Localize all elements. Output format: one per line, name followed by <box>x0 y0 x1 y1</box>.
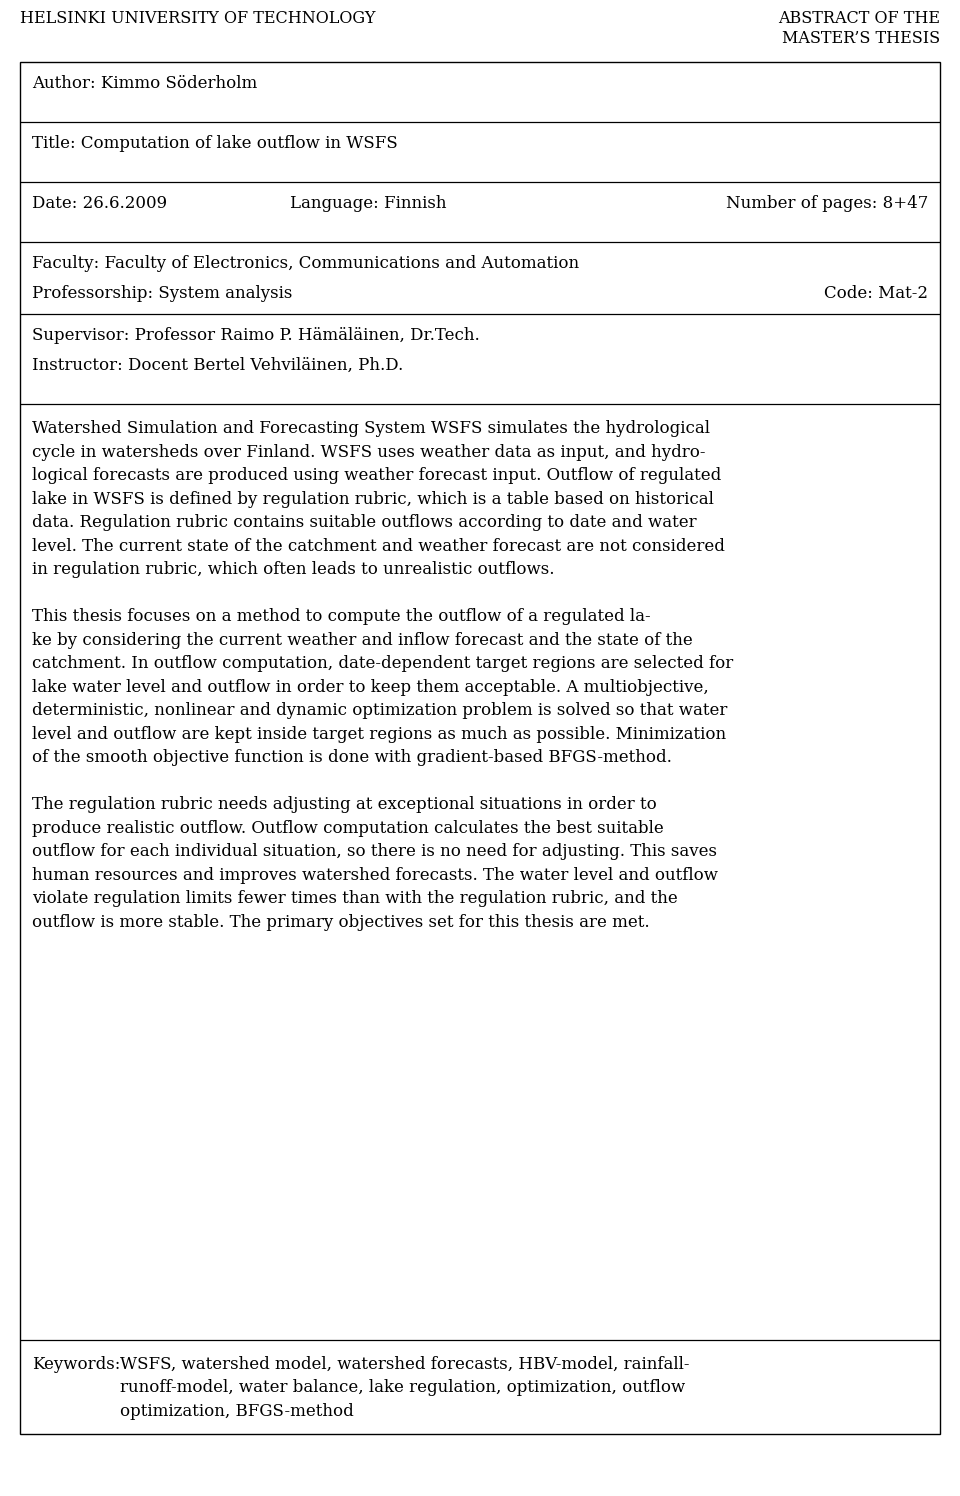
Text: The regulation rubric needs adjusting at exceptional situations in order to: The regulation rubric needs adjusting at… <box>32 796 657 812</box>
Text: ABSTRACT OF THE: ABSTRACT OF THE <box>778 10 940 27</box>
Text: Keywords:: Keywords: <box>32 1355 120 1373</box>
Text: cycle in watersheds over Finland. WSFS uses weather data as input, and hydro-: cycle in watersheds over Finland. WSFS u… <box>32 443 706 461</box>
Text: logical forecasts are produced using weather forecast input. Outflow of regulate: logical forecasts are produced using wea… <box>32 467 721 485</box>
Text: lake in WSFS is defined by regulation rubric, which is a table based on historic: lake in WSFS is defined by regulation ru… <box>32 491 714 507</box>
Text: produce realistic outflow. Outflow computation calculates the best suitable: produce realistic outflow. Outflow compu… <box>32 820 663 836</box>
Text: violate regulation limits fewer times than with the regulation rubric, and the: violate regulation limits fewer times th… <box>32 890 678 907</box>
Text: level and outflow are kept inside target regions as much as possible. Minimizati: level and outflow are kept inside target… <box>32 726 726 742</box>
Text: in regulation rubric, which often leads to unrealistic outflows.: in regulation rubric, which often leads … <box>32 561 555 577</box>
Text: level. The current state of the catchment and weather forecast are not considere: level. The current state of the catchmen… <box>32 537 725 555</box>
Text: catchment. In outflow computation, date-dependent target regions are selected fo: catchment. In outflow computation, date-… <box>32 655 733 672</box>
Text: data. Regulation rubric contains suitable outflows according to date and water: data. Regulation rubric contains suitabl… <box>32 515 697 531</box>
Text: Date: 26.6.2009: Date: 26.6.2009 <box>32 194 167 212</box>
Text: Title: Computation of lake outflow in WSFS: Title: Computation of lake outflow in WS… <box>32 135 397 153</box>
Text: Author: Kimmo Söderholm: Author: Kimmo Söderholm <box>32 75 257 91</box>
Text: outflow for each individual situation, so there is no need for adjusting. This s: outflow for each individual situation, s… <box>32 844 717 860</box>
Text: Supervisor: Professor Raimo P. Hämäläinen, Dr.Tech.: Supervisor: Professor Raimo P. Hämäläine… <box>32 328 480 344</box>
Text: Faculty: Faculty of Electronics, Communications and Automation: Faculty: Faculty of Electronics, Communi… <box>32 254 579 272</box>
Text: human resources and improves watershed forecasts. The water level and outflow: human resources and improves watershed f… <box>32 866 718 884</box>
Text: HELSINKI UNIVERSITY OF TECHNOLOGY: HELSINKI UNIVERSITY OF TECHNOLOGY <box>20 10 375 27</box>
Text: outflow is more stable. The primary objectives set for this thesis are met.: outflow is more stable. The primary obje… <box>32 914 650 931</box>
Text: ke by considering the current weather and inflow forecast and the state of the: ke by considering the current weather an… <box>32 631 693 648</box>
Text: lake water level and outflow in order to keep them acceptable. A multiobjective,: lake water level and outflow in order to… <box>32 679 708 696</box>
Text: Professorship: System analysis: Professorship: System analysis <box>32 286 293 302</box>
Text: WSFS, watershed model, watershed forecasts, HBV-model, rainfall-: WSFS, watershed model, watershed forecas… <box>120 1355 689 1373</box>
Text: Code: Mat-2: Code: Mat-2 <box>824 286 928 302</box>
Text: deterministic, nonlinear and dynamic optimization problem is solved so that wate: deterministic, nonlinear and dynamic opt… <box>32 702 728 720</box>
Text: Watershed Simulation and Forecasting System WSFS simulates the hydrological: Watershed Simulation and Forecasting Sys… <box>32 420 710 437</box>
Text: Number of pages: 8+47: Number of pages: 8+47 <box>726 194 928 212</box>
Text: Instructor: Docent Bertel Vehviläinen, Ph.D.: Instructor: Docent Bertel Vehviläinen, P… <box>32 358 403 374</box>
Text: optimization, BFGS-method: optimization, BFGS-method <box>120 1403 353 1420</box>
Text: of the smooth objective function is done with gradient-based BFGS-method.: of the smooth objective function is done… <box>32 749 672 766</box>
Text: MASTER’S THESIS: MASTER’S THESIS <box>781 30 940 46</box>
Text: This thesis focuses on a method to compute the outflow of a regulated la-: This thesis focuses on a method to compu… <box>32 607 651 625</box>
Text: runoff-model, water balance, lake regulation, optimization, outflow: runoff-model, water balance, lake regula… <box>120 1379 685 1396</box>
Text: Language: Finnish: Language: Finnish <box>290 194 446 212</box>
